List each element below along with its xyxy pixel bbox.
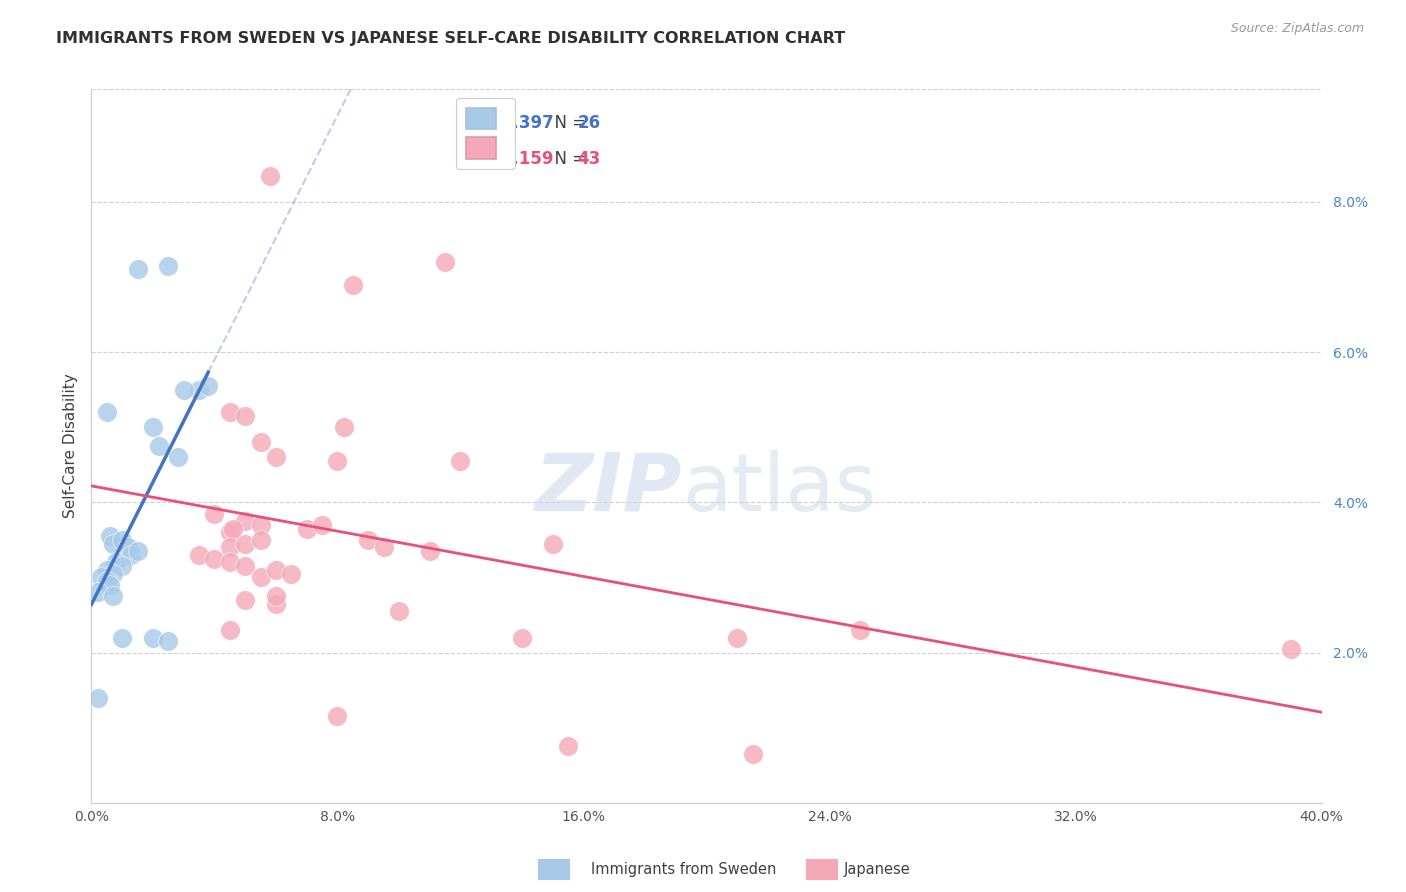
Point bbox=[449, 454, 471, 468]
Point bbox=[849, 623, 872, 637]
Text: Japanese: Japanese bbox=[844, 863, 910, 877]
Point bbox=[105, 556, 127, 570]
Point bbox=[148, 439, 170, 453]
Text: IMMIGRANTS FROM SWEDEN VS JAPANESE SELF-CARE DISABILITY CORRELATION CHART: IMMIGRANTS FROM SWEDEN VS JAPANESE SELF-… bbox=[56, 31, 845, 46]
Point bbox=[342, 277, 364, 292]
Point bbox=[218, 541, 240, 555]
Point bbox=[233, 536, 256, 550]
Point bbox=[725, 631, 748, 645]
Point bbox=[202, 551, 225, 566]
Point bbox=[157, 634, 180, 648]
Point bbox=[218, 405, 240, 419]
Point bbox=[188, 548, 211, 562]
Point bbox=[127, 544, 149, 558]
Text: N =: N = bbox=[544, 114, 592, 132]
Point bbox=[86, 690, 108, 705]
Point bbox=[741, 747, 763, 761]
Point bbox=[233, 593, 256, 607]
Point bbox=[142, 420, 165, 434]
Point bbox=[557, 739, 579, 754]
Point bbox=[311, 517, 333, 532]
Point bbox=[117, 541, 139, 555]
Point bbox=[218, 525, 240, 540]
Point bbox=[326, 454, 349, 468]
Point bbox=[197, 379, 219, 393]
Point bbox=[541, 536, 564, 550]
Point bbox=[373, 541, 395, 555]
Text: R =: R = bbox=[475, 150, 512, 168]
Text: 26: 26 bbox=[578, 114, 600, 132]
Point bbox=[127, 262, 149, 277]
Point bbox=[280, 566, 302, 581]
Point bbox=[111, 559, 134, 574]
Point bbox=[264, 589, 287, 603]
Point bbox=[101, 536, 124, 550]
Text: 0.397: 0.397 bbox=[501, 114, 554, 132]
Point bbox=[166, 450, 188, 465]
Text: R =: R = bbox=[475, 114, 512, 132]
Point bbox=[295, 522, 318, 536]
Point bbox=[434, 255, 457, 269]
Point bbox=[120, 548, 142, 562]
Point bbox=[96, 405, 118, 419]
Point bbox=[249, 570, 271, 584]
Text: atlas: atlas bbox=[682, 450, 876, 528]
Point bbox=[218, 623, 240, 637]
Text: Immigrants from Sweden: Immigrants from Sweden bbox=[591, 863, 776, 877]
Point bbox=[388, 604, 411, 618]
Legend: , : , bbox=[457, 97, 515, 169]
Point bbox=[357, 533, 380, 547]
Point bbox=[233, 514, 256, 528]
Point bbox=[510, 631, 533, 645]
Point bbox=[98, 578, 121, 592]
Point bbox=[249, 517, 271, 532]
Point bbox=[96, 563, 118, 577]
Point bbox=[86, 585, 108, 599]
Point bbox=[111, 631, 134, 645]
Point bbox=[419, 544, 441, 558]
Point bbox=[259, 169, 281, 183]
Point bbox=[111, 533, 134, 547]
Text: 43: 43 bbox=[578, 150, 600, 168]
Text: Source: ZipAtlas.com: Source: ZipAtlas.com bbox=[1230, 22, 1364, 36]
Text: N =: N = bbox=[544, 150, 592, 168]
Point bbox=[202, 507, 225, 521]
Point bbox=[218, 556, 240, 570]
Point bbox=[264, 597, 287, 611]
Text: 0.159: 0.159 bbox=[501, 150, 554, 168]
Point bbox=[249, 533, 271, 547]
Text: ZIP: ZIP bbox=[534, 450, 682, 528]
Point bbox=[233, 409, 256, 423]
Point bbox=[142, 631, 165, 645]
Point bbox=[222, 522, 245, 536]
Point bbox=[249, 435, 271, 450]
Point bbox=[188, 383, 211, 397]
Point bbox=[96, 574, 118, 589]
Point bbox=[332, 420, 354, 434]
Point bbox=[173, 383, 195, 397]
Point bbox=[90, 570, 112, 584]
Point bbox=[157, 259, 180, 273]
Point bbox=[326, 709, 349, 723]
Point bbox=[1279, 641, 1302, 656]
Point bbox=[264, 563, 287, 577]
Point bbox=[233, 559, 256, 574]
Y-axis label: Self-Care Disability: Self-Care Disability bbox=[62, 374, 77, 518]
Point bbox=[101, 566, 124, 581]
Point bbox=[264, 450, 287, 465]
Point bbox=[101, 589, 124, 603]
Point bbox=[98, 529, 121, 543]
